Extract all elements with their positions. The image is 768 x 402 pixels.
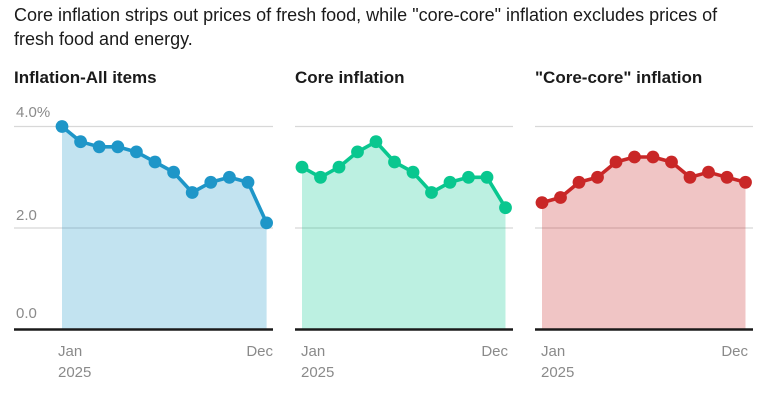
panel-title-all-items: Inflation-All items [14, 68, 157, 87]
x-tick-dec: Dec [246, 343, 273, 360]
area-chart-all-items [14, 120, 273, 331]
x-tick-dec: Dec [481, 343, 508, 360]
panel-title-core: Core inflation [295, 68, 405, 87]
x-axis-labels-core: Jan 2025 Dec [295, 341, 513, 383]
chart-description: Core inflation strips out prices of fres… [14, 5, 718, 49]
y-tick-label-0: 0.0 [16, 305, 37, 322]
panel-inflation-all-items: Inflation-All items 4.0% 2.0 0.0 Jan 202… [14, 67, 273, 383]
x-axis-labels-core-core: Jan 2025 Dec [535, 341, 753, 383]
area-chart-core [295, 125, 513, 331]
x-tick-jan-2025: Jan 2025 [58, 343, 92, 381]
x-axis-labels-all-items: Jan 2025 Dec [14, 341, 273, 383]
y-tick-label-2: 2.0 [16, 207, 37, 224]
plot-area-core [295, 105, 513, 337]
area-chart-core-core [535, 125, 753, 331]
panel-title-core-core: "Core-core" inflation [535, 68, 703, 87]
x-tick-jan-2025: Jan 2025 [541, 343, 575, 381]
x-tick-jan-2025: Jan 2025 [301, 343, 335, 381]
small-multiples-row: Inflation-All items 4.0% 2.0 0.0 Jan 202… [0, 67, 768, 383]
x-tick-dec: Dec [721, 343, 748, 360]
y-tick-label-4: 4.0% [16, 104, 51, 121]
plot-area-core-core [535, 105, 753, 337]
panel-core-inflation: Core inflation Jan 2025 Dec [295, 67, 513, 383]
panel-core-core-inflation: "Core-core" inflation Jan 2025 Dec [535, 67, 753, 383]
plot-area-all-items: 4.0% 2.0 0.0 [14, 104, 273, 337]
